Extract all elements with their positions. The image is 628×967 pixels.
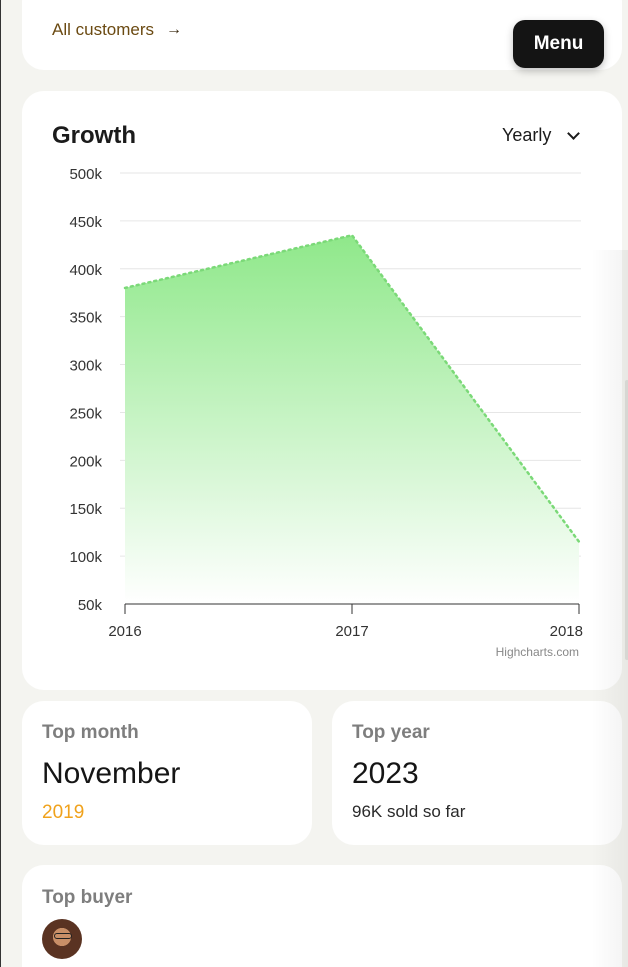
y-tick-label: 150k [69,501,102,518]
top-month-card: Top month November 2019 [22,701,312,845]
period-select[interactable]: Yearly [502,125,581,146]
all-customers-label: All customers [52,20,155,39]
y-tick-label: 50k [78,597,103,614]
top-year-sub: 96K sold so far [352,802,466,821]
growth-chart: 50k 100k 150k 200k 250k 300k 350k 400k 450k 500k 2… [69,166,583,659]
top-month-value: November [42,757,181,790]
top-year-card: Top year 2023 96K sold so far [332,701,622,845]
area-fill [125,235,579,604]
top-month-year: 2019 [42,802,85,823]
y-tick-label: 200k [69,453,102,470]
top-buyer-label: Top buyer [42,887,133,908]
y-tick-label: 350k [69,310,102,327]
period-select-value: Yearly [502,125,552,145]
top-month-label: Top month [42,722,139,743]
scrollbar[interactable] [625,380,628,660]
y-tick-label: 450k [69,214,102,231]
menu-button[interactable]: Menu [513,20,604,68]
top-year-value: 2023 [352,757,419,790]
y-tick-label: 300k [69,358,102,375]
x-tick-label: 2018 [550,623,583,640]
y-tick-label: 250k [69,405,102,422]
x-tick-label: 2016 [108,623,141,640]
chart-credit: Highcharts.com [496,645,579,659]
x-tick-label: 2017 [335,623,368,640]
series-line [123,233,581,543]
avatar[interactable] [42,919,82,959]
all-customers-link[interactable]: All customers → [52,20,182,40]
glasses-detail [54,933,72,939]
growth-title: Growth [52,122,136,149]
growth-card: Growth Yearly 50k 100k 150k 200k 250k 300k 350… [22,91,622,690]
top-year-label: Top year [352,722,430,743]
y-tick-label: 100k [69,549,102,566]
arrow-right-icon: → [166,21,183,38]
y-tick-label: 500k [69,166,102,183]
top-buyer-card: Top buyer [22,865,622,967]
y-tick-label: 400k [69,262,102,279]
